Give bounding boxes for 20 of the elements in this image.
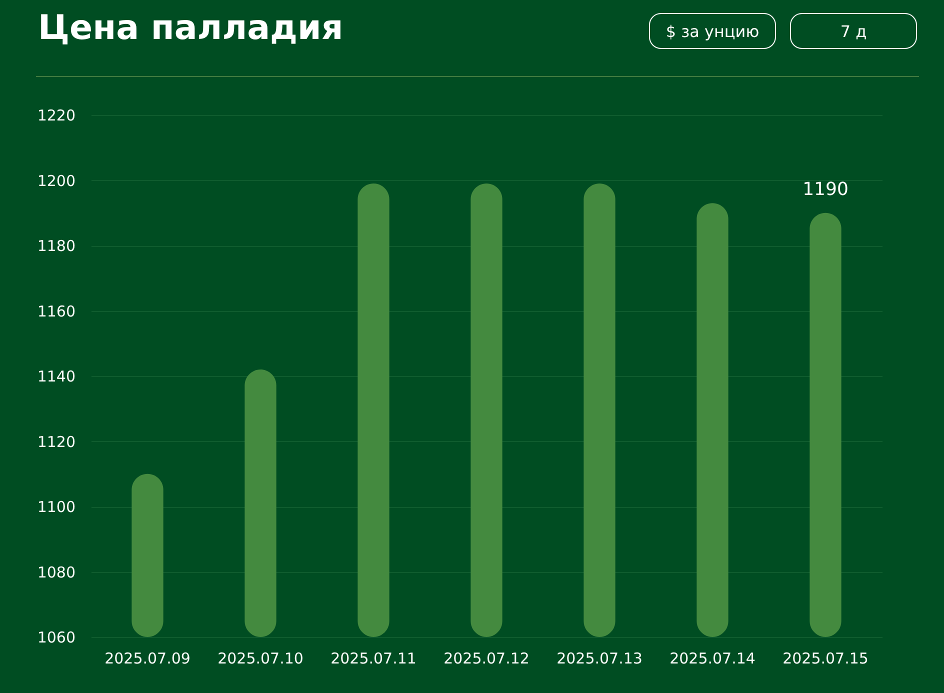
unit-toggle[interactable]: $ за унцию: [649, 13, 776, 49]
y-tick-label: 1120: [37, 432, 76, 451]
y-tick-label: 1100: [37, 498, 76, 516]
data-label: 1190: [802, 178, 848, 200]
y-tick-label: 1080: [37, 563, 76, 582]
y-tick-label: 1060: [37, 628, 76, 646]
period-toggle[interactable]: 7 д: [790, 13, 917, 49]
y-tick-label: 1140: [37, 368, 76, 386]
chart-title: Цена палладия: [38, 8, 344, 48]
y-tick-label: 1200: [37, 172, 76, 190]
x-tick-label: 2025.07.09: [104, 650, 190, 668]
x-tick-label: 2025.07.12: [444, 650, 530, 668]
x-tick-label: 2025.07.13: [556, 650, 642, 668]
y-tick-label: 1180: [37, 237, 76, 255]
x-tick-label: 2025.07.11: [330, 650, 416, 668]
x-tick-label: 2025.07.10: [218, 650, 304, 668]
x-tick-label: 2025.07.14: [670, 650, 756, 668]
y-tick-label: 1220: [37, 106, 76, 124]
y-tick-label: 1160: [37, 302, 76, 320]
x-tick-label: 2025.07.15: [782, 650, 868, 668]
